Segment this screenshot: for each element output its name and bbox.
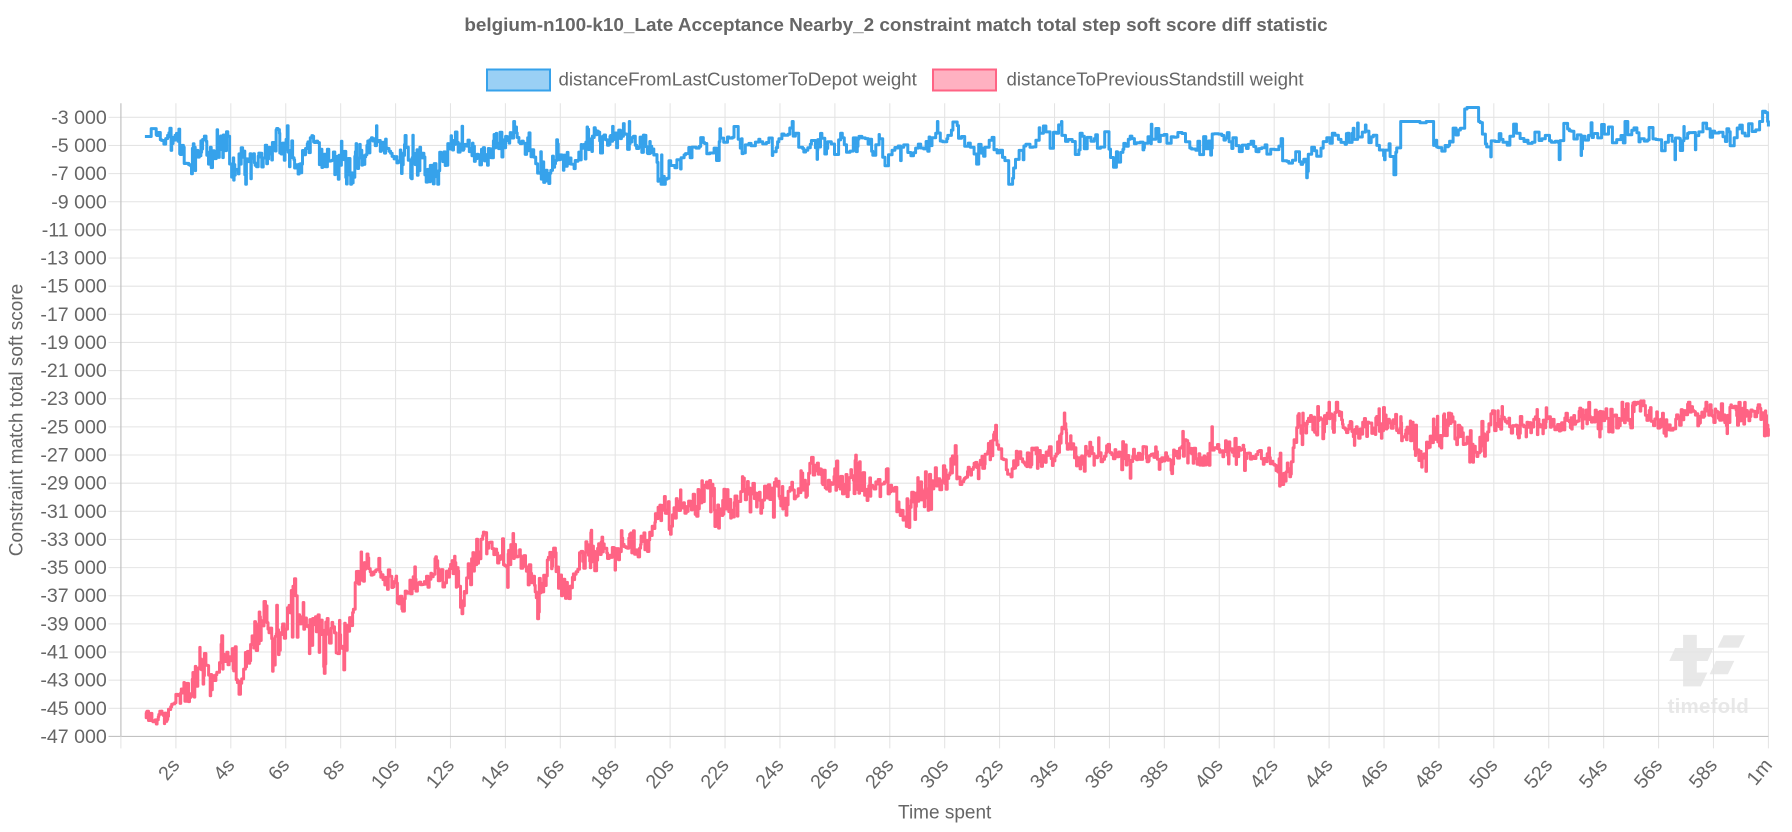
svg-text:-45 000: -45 000 [40,698,107,720]
svg-text:-29 000: -29 000 [40,473,107,495]
svg-text:Time spent: Time spent [898,802,992,823]
svg-text:-31 000: -31 000 [40,501,107,523]
svg-text:-5 000: -5 000 [51,135,107,157]
svg-text:-41 000: -41 000 [40,642,107,664]
svg-text:-27 000: -27 000 [40,445,107,467]
svg-text:belgium-n100-k10_Late Acceptan: belgium-n100-k10_Late Acceptance Nearby_… [464,15,1327,36]
svg-text:-13 000: -13 000 [40,248,107,270]
svg-text:-3 000: -3 000 [51,107,107,129]
svg-text:-23 000: -23 000 [40,388,107,410]
svg-text:-17 000: -17 000 [40,304,107,326]
svg-text:-15 000: -15 000 [40,276,107,298]
svg-text:-19 000: -19 000 [40,332,107,354]
svg-text:distanceFromLastCustomerToDepo: distanceFromLastCustomerToDepot weight [559,69,918,90]
svg-text:-37 000: -37 000 [40,585,107,607]
svg-text:-39 000: -39 000 [40,613,107,635]
svg-text:Constraint match total soft sc: Constraint match total soft score [7,284,28,556]
svg-text:-9 000: -9 000 [51,191,107,213]
svg-text:-35 000: -35 000 [40,557,107,579]
svg-text:distanceToPreviousStandstill w: distanceToPreviousStandstill weight [1007,69,1305,90]
svg-text:-47 000: -47 000 [40,726,107,748]
svg-text:-7 000: -7 000 [51,163,107,185]
svg-text:-25 000: -25 000 [40,416,107,438]
svg-text:-11 000: -11 000 [42,219,107,241]
svg-text:-43 000: -43 000 [40,670,107,692]
svg-text:timefold: timefold [1668,695,1749,718]
svg-text:-21 000: -21 000 [40,360,107,382]
svg-text:-33 000: -33 000 [40,529,107,551]
